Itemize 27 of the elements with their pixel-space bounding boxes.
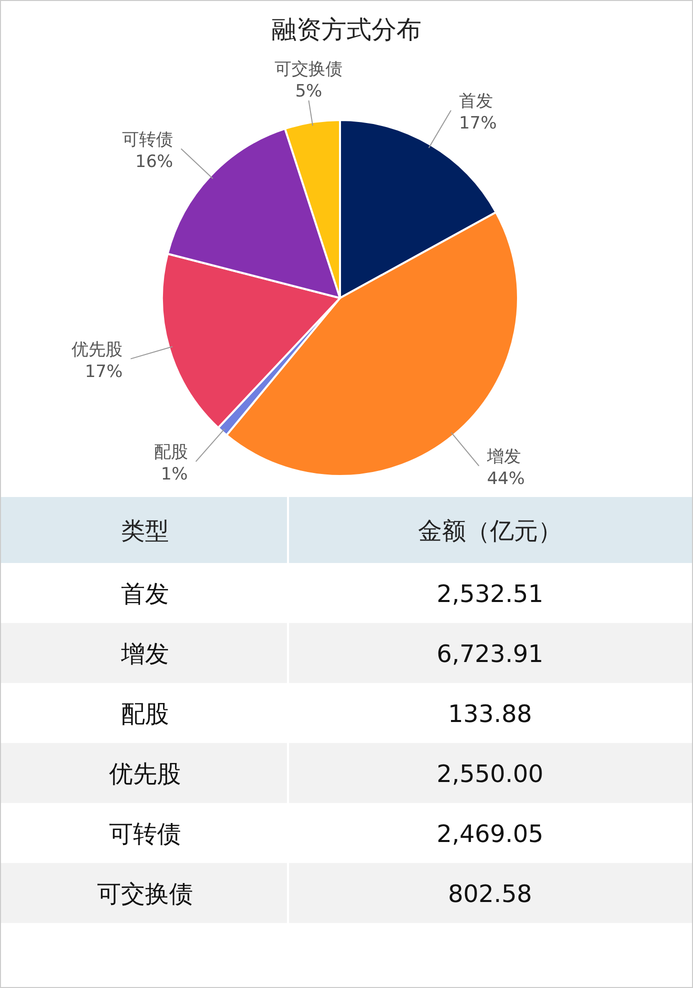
slice-label: 增发 <box>486 446 521 467</box>
text: 可转债 <box>109 820 181 848</box>
slice-label: 可转债 <box>122 130 174 150</box>
text: 增发 <box>120 640 169 668</box>
text: 802.58 <box>448 880 532 908</box>
chart-title: 融资方式分布 <box>272 15 422 44</box>
text: 6,723.91 <box>436 640 544 668</box>
data-label: 5% <box>295 81 322 102</box>
text: 2,550.00 <box>436 760 544 788</box>
data-label: 16% <box>135 152 174 172</box>
slice-label: 配股 <box>154 442 188 463</box>
text: 配股 <box>121 700 169 728</box>
text: 133.88 <box>448 700 532 728</box>
text: 2,469.05 <box>436 820 544 848</box>
text: 类型 <box>121 517 169 545</box>
text: 可交换债 <box>97 880 193 908</box>
text: 优先股 <box>109 760 181 788</box>
data-label: 17% <box>458 113 497 134</box>
text: 金额（亿元） <box>418 517 562 545</box>
text: 首发 <box>121 580 169 608</box>
text: 2,532.51 <box>436 580 544 608</box>
slice-label: 首发 <box>458 91 493 112</box>
slice-label: 可交换债 <box>274 59 343 80</box>
data-label: 44% <box>486 468 525 489</box>
data-label: 17% <box>84 362 123 382</box>
data-label: 1% <box>160 464 188 485</box>
slice-label: 优先股 <box>72 340 123 360</box>
